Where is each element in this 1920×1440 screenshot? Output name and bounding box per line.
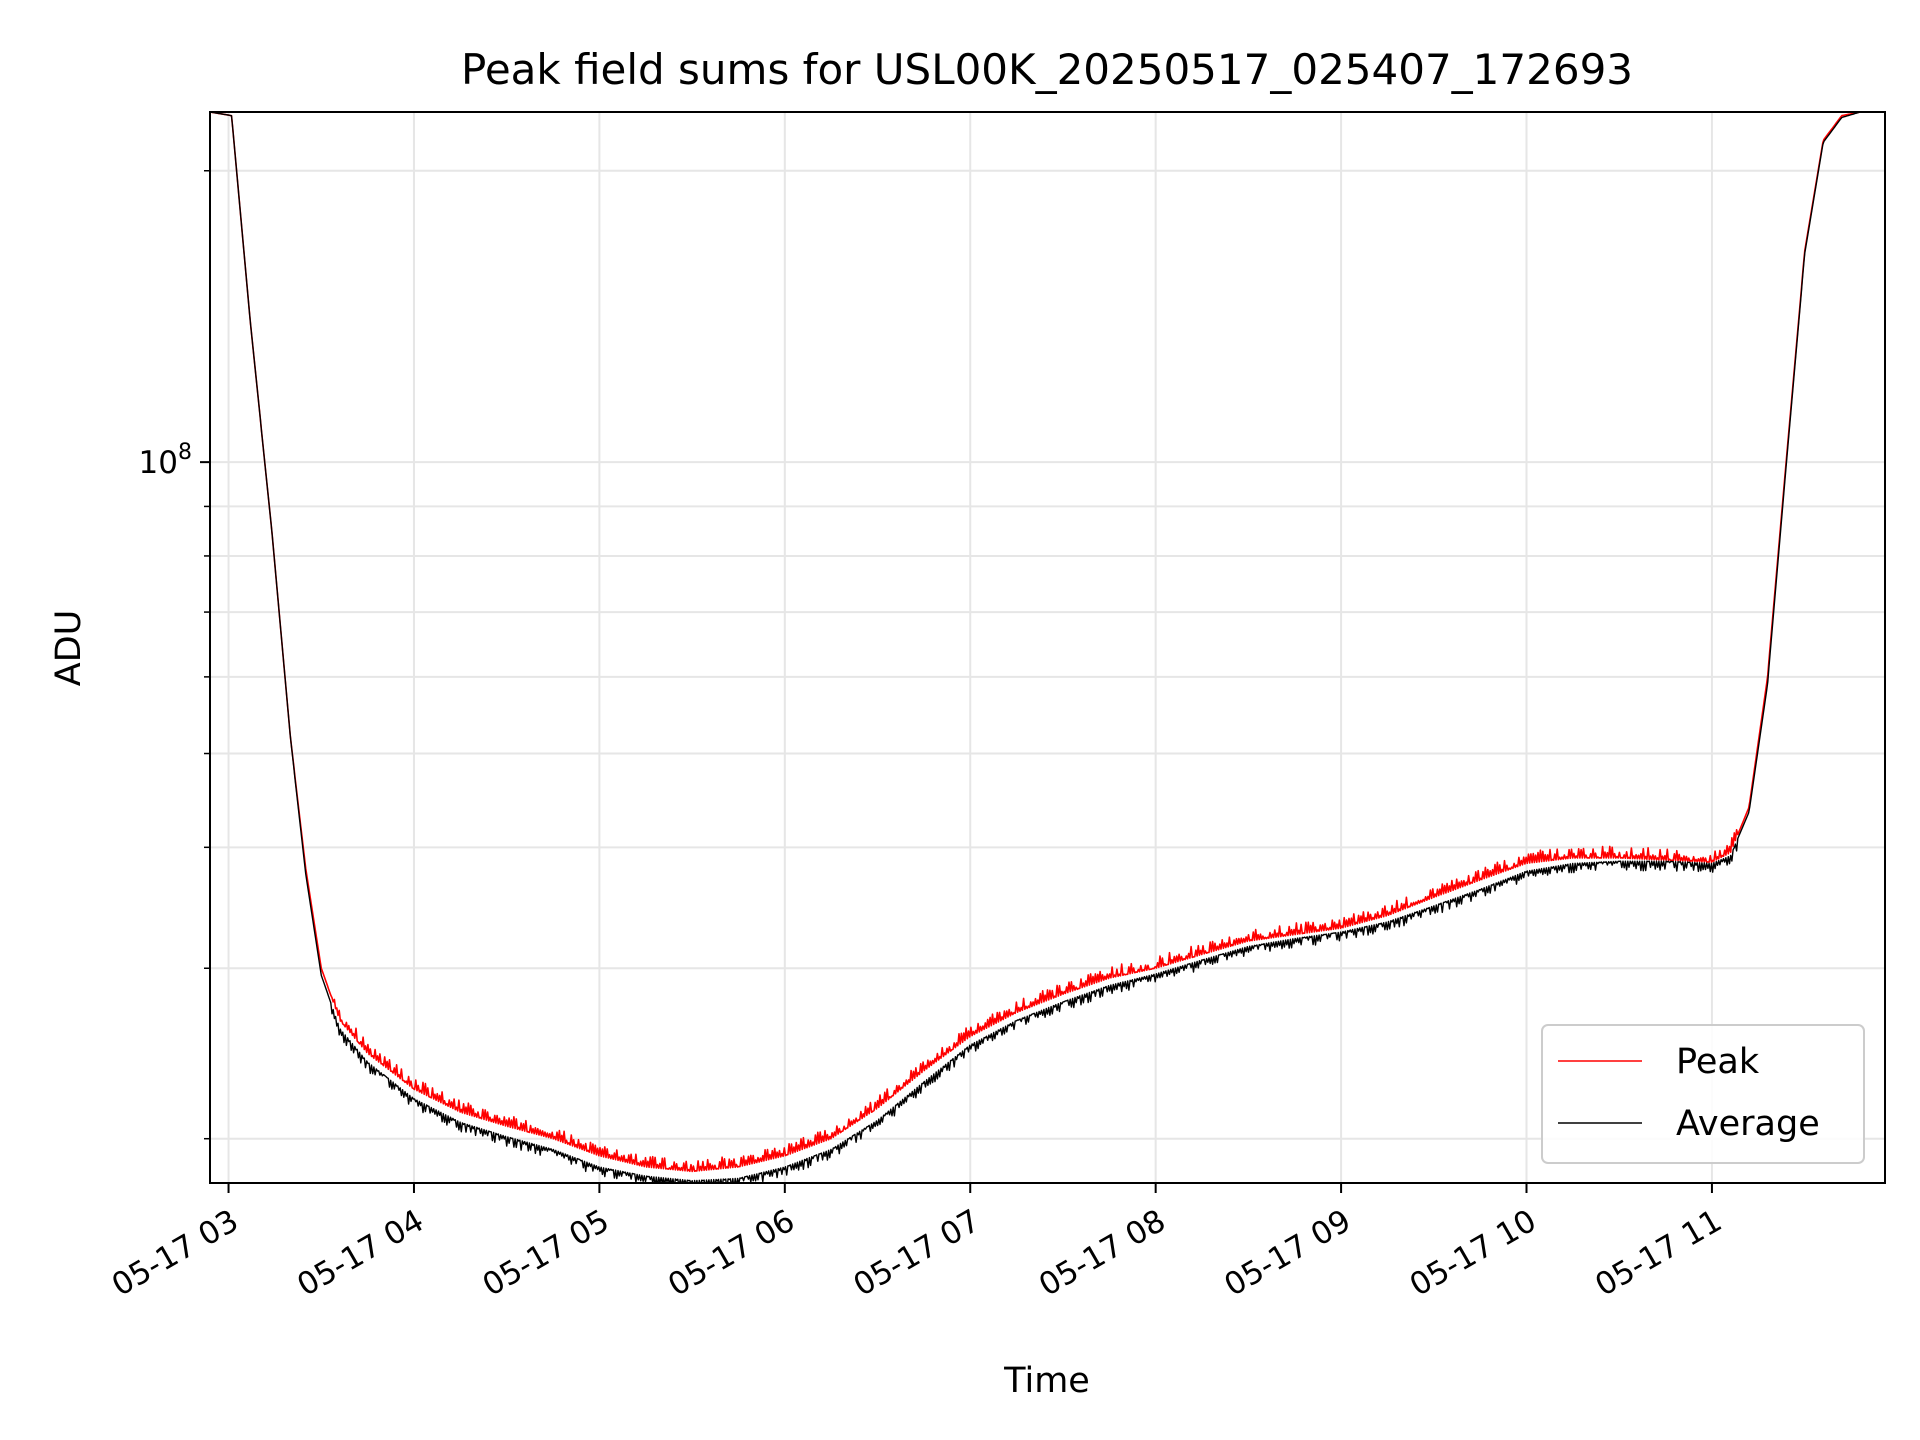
series-layer [210, 112, 1885, 1183]
legend-box [1541, 1024, 1865, 1164]
y-axis: 108 [139, 170, 210, 1140]
series-line-peak [210, 112, 1885, 1173]
y-tick-label: 108 [139, 440, 192, 481]
legend-label-average: Average [1676, 1104, 1820, 1144]
legend-label-peak: Peak [1676, 1042, 1760, 1082]
series-line-average [210, 112, 1885, 1183]
plot-frame [209, 111, 1886, 1184]
legend: Peak Average [1541, 1024, 1865, 1164]
x-axis-label: Time [1003, 1361, 1090, 1401]
chart-title: Peak field sums for USL00K_20250517_0254… [461, 45, 1633, 94]
y-axis-label: ADU [49, 610, 89, 687]
